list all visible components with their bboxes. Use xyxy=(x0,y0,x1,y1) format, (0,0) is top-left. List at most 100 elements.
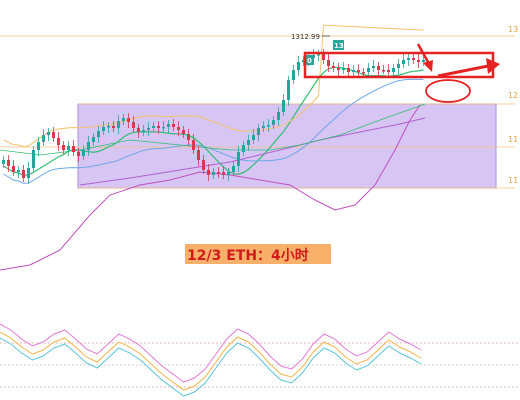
candle-body xyxy=(157,126,160,128)
candle-body xyxy=(297,62,300,70)
candle-body xyxy=(367,68,370,72)
candle-body xyxy=(422,60,425,62)
candle-body xyxy=(142,130,145,132)
flag-0: 0 xyxy=(307,57,312,65)
candle-body xyxy=(47,132,50,135)
candle-body xyxy=(67,146,70,150)
candle-body xyxy=(62,145,65,150)
candle-body xyxy=(362,72,365,74)
candle-body xyxy=(7,160,10,166)
candle-body xyxy=(277,112,280,120)
target-ellipse xyxy=(425,79,471,103)
candle-body xyxy=(27,168,30,178)
axis-tick-4: 11 xyxy=(508,176,518,185)
candle-body xyxy=(372,66,375,68)
candle-body xyxy=(112,126,115,128)
drop-arrow-head xyxy=(423,60,433,72)
candle-body xyxy=(102,127,105,131)
candle-body xyxy=(227,172,230,175)
price-marker-label: 1312.99 xyxy=(291,33,320,41)
osc-line-cyan xyxy=(0,337,422,397)
candle-body xyxy=(137,128,140,132)
candle-body xyxy=(2,160,5,164)
candle-body xyxy=(72,146,75,152)
candle-body xyxy=(222,172,225,175)
candle-body xyxy=(402,60,405,64)
candle-body xyxy=(52,132,55,138)
breakout-arrow xyxy=(437,64,489,78)
candle-body xyxy=(147,128,150,130)
candle-body xyxy=(132,122,135,128)
candle-body xyxy=(377,66,380,70)
candle-body xyxy=(172,124,175,127)
candle-body xyxy=(107,126,110,128)
candle-body xyxy=(82,150,85,156)
candles xyxy=(2,49,425,184)
candle-body xyxy=(352,70,355,72)
candle-body xyxy=(327,60,330,66)
candle-body xyxy=(12,166,15,172)
candle-body xyxy=(282,100,285,112)
candle-body xyxy=(257,128,260,135)
candle-body xyxy=(127,118,130,122)
candle-body xyxy=(177,127,180,130)
axis-tick-1: 13 xyxy=(508,25,518,34)
candle-body xyxy=(122,118,125,121)
oscillator-lines xyxy=(0,323,422,397)
osc-line-orange xyxy=(0,331,422,391)
candle-body xyxy=(332,66,335,68)
candle-body xyxy=(217,172,220,174)
candle-body xyxy=(342,68,345,70)
candle-body xyxy=(207,170,210,175)
candle-body xyxy=(42,135,45,142)
candle-body xyxy=(407,58,410,60)
candle-body xyxy=(237,152,240,166)
candle-body xyxy=(317,54,320,56)
ma-alt-line xyxy=(0,103,426,156)
candle-body xyxy=(182,130,185,134)
candle-body xyxy=(97,131,100,137)
candle-body xyxy=(357,70,360,72)
flag-0-bg xyxy=(305,55,314,65)
candle-body xyxy=(87,142,90,150)
candle-body xyxy=(387,70,390,72)
candle-body xyxy=(302,60,305,62)
candle-body xyxy=(197,150,200,160)
chart-caption: 12/3 ETH：4小时 xyxy=(187,248,309,264)
candle-body xyxy=(417,60,420,62)
candle-body xyxy=(397,64,400,68)
axis-tick-3: 11 xyxy=(508,135,518,144)
candle-body xyxy=(292,70,295,80)
candle-body xyxy=(392,68,395,72)
candle-body xyxy=(167,124,170,127)
caption-box xyxy=(185,244,331,264)
ma-slow-line xyxy=(79,117,426,186)
breakout-arrow-head xyxy=(486,58,500,74)
candle-body xyxy=(117,121,120,128)
candle-body xyxy=(232,166,235,172)
candle-body xyxy=(267,125,270,127)
flag-13-bg xyxy=(333,40,344,50)
candle-body xyxy=(32,150,35,168)
candle-body xyxy=(162,127,165,129)
candle-body xyxy=(272,120,275,125)
osc-line-pink xyxy=(0,323,422,383)
candle-body xyxy=(287,80,290,100)
axis-tick-2: 12 xyxy=(508,91,518,100)
boll-upper-line xyxy=(3,24,424,148)
candle-body xyxy=(382,70,385,72)
candle-body xyxy=(212,172,215,175)
boll-lower-line xyxy=(0,104,421,271)
candle-body xyxy=(202,160,205,170)
candle-body xyxy=(192,140,195,150)
candle-body xyxy=(152,126,155,128)
candle-body xyxy=(37,142,40,150)
candle-body xyxy=(252,135,255,140)
candle-body xyxy=(262,126,265,128)
candle-body xyxy=(17,170,20,172)
flag-13: 13 xyxy=(334,42,344,50)
drop-arrow xyxy=(416,43,430,63)
candle-body xyxy=(22,170,25,178)
